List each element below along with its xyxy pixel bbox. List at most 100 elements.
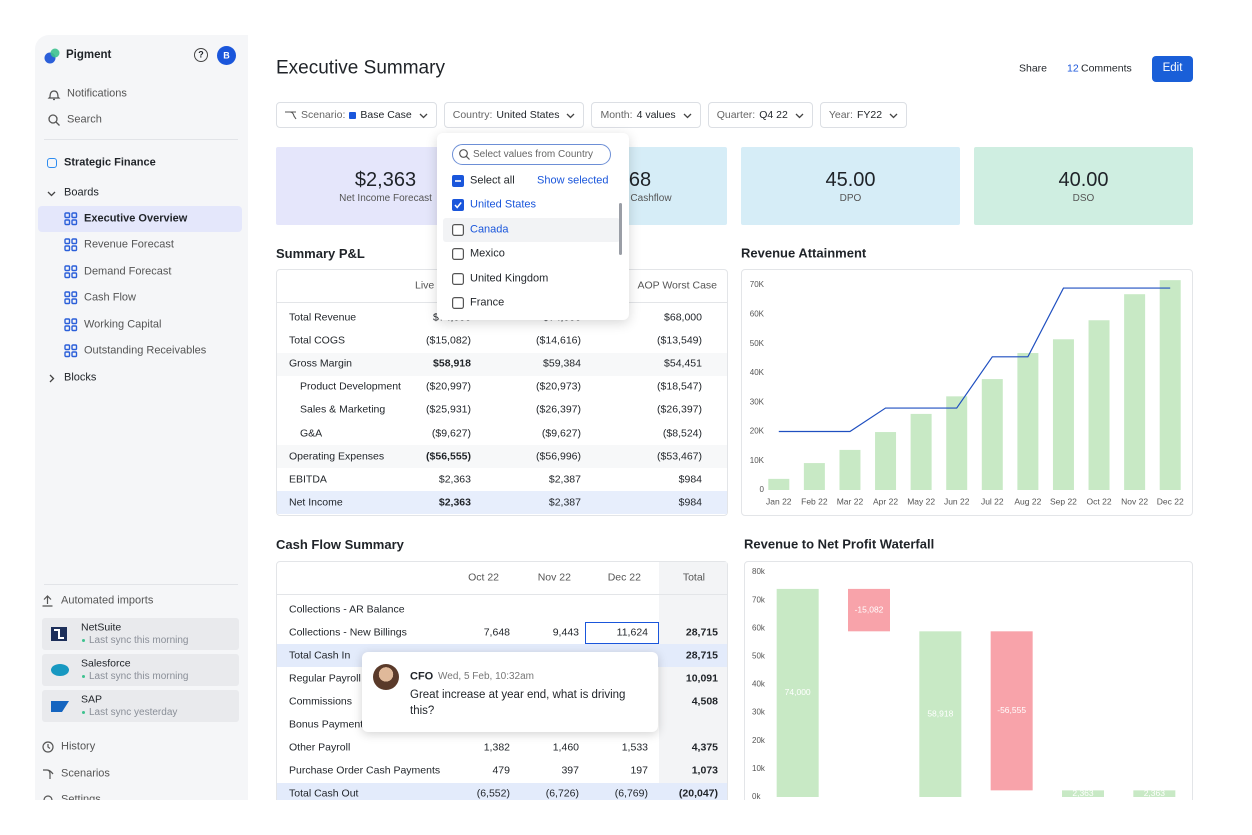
search-input[interactable] — [452, 144, 611, 165]
icon-part — [71, 265, 78, 271]
filter-value: United States — [496, 109, 560, 121]
comments-count[interactable]: 12 — [1067, 62, 1079, 75]
selected-cell[interactable] — [585, 621, 659, 644]
kpi-value: 68 — [628, 169, 652, 191]
option[interactable]: Mexico — [470, 247, 505, 260]
chevron — [49, 374, 55, 383]
kpi-label: DSO — [1072, 193, 1095, 204]
icon-part — [55, 121, 60, 126]
footer-item[interactable]: History — [61, 740, 96, 753]
icon-part — [64, 219, 71, 226]
filter[interactable]: Quarter: Q4 22 — [707, 102, 813, 128]
icon-part — [42, 741, 54, 753]
scenario-icon — [285, 111, 297, 120]
connector[interactable] — [42, 690, 239, 722]
status-dot — [82, 711, 85, 714]
imports-label: Automated imports — [61, 594, 154, 607]
edit-button[interactable] — [1152, 56, 1193, 82]
row-label: Regular Payroll — [289, 672, 361, 685]
help-icon — [194, 48, 208, 62]
icon-part — [64, 317, 71, 324]
connector-logo — [51, 627, 67, 641]
filter-label: Country: — [452, 109, 493, 121]
filter-bar: Scenario: Base Case Country: United States M… — [276, 102, 908, 128]
kpi-card — [741, 147, 960, 225]
row-label: Collections - New Billings — [289, 626, 407, 639]
scrollbar — [619, 203, 622, 255]
filter[interactable]: Scenario: Base Case — [276, 102, 437, 128]
row-label: G&A — [300, 427, 323, 440]
cell: 397 — [561, 764, 579, 777]
kpi-label: Cashflow — [630, 193, 672, 204]
avatar — [217, 46, 236, 65]
cell: (20,047) — [678, 788, 718, 800]
nav-icon — [47, 90, 61, 101]
comments[interactable]: Comments — [1081, 62, 1132, 75]
country-dropdown: Select values from Country Select all Show… — [437, 133, 629, 320]
cell: 4,508 — [691, 695, 718, 708]
footer-icon — [42, 741, 54, 753]
icon-part — [71, 272, 78, 278]
filter[interactable]: Year: FY22 — [819, 102, 908, 128]
cell: 28,715 — [685, 626, 718, 639]
select-all[interactable]: Select all — [470, 174, 515, 187]
row-label: Gross Margin — [289, 357, 353, 370]
board-item[interactable]: Outstanding Receivables — [84, 344, 207, 357]
board-item[interactable]: Demand Forecast — [84, 265, 172, 278]
icon-part — [452, 199, 464, 211]
help[interactable]: ? — [198, 49, 204, 60]
icon-part — [71, 324, 78, 331]
icon-part — [47, 744, 51, 749]
footer-item[interactable]: Scenarios — [61, 766, 110, 779]
section-title: Summary P&L — [276, 246, 365, 262]
filter[interactable]: Country: United States — [443, 102, 585, 128]
cell: 28,715 — [685, 649, 718, 662]
divider — [44, 139, 238, 140]
workspace-icon — [47, 158, 57, 168]
icon-part — [64, 272, 71, 278]
option[interactable]: Canada — [470, 223, 509, 235]
cell: $2,363 — [438, 496, 471, 509]
icon-part — [64, 351, 71, 358]
filter-value: Base Case — [360, 109, 412, 121]
option[interactable]: France — [470, 296, 505, 309]
show-selected[interactable]: Show selected — [537, 174, 609, 187]
board-item[interactable]: Cash Flow — [84, 291, 136, 304]
icon-part — [54, 629, 64, 639]
board-item[interactable]: Executive Overview — [84, 212, 188, 225]
row-label: Net Income — [289, 496, 343, 509]
workspace[interactable]: Strategic Finance — [64, 156, 156, 169]
cell: 4,375 — [691, 741, 718, 754]
board-item[interactable]: Working Capital — [84, 318, 162, 330]
header-line — [277, 594, 727, 595]
edit-label: Edit — [1162, 62, 1183, 75]
footer-icon — [43, 795, 53, 800]
kpi-label: Net Income Forecast — [339, 193, 432, 204]
footer-item[interactable]: Settings — [61, 793, 101, 800]
cell: 11,624 — [616, 626, 648, 639]
cell: 10,091 — [685, 672, 718, 685]
cell: 9,443 — [552, 626, 579, 639]
cell: ($26,397) — [536, 404, 581, 417]
nav-item[interactable]: Notifications — [67, 87, 127, 100]
icon-part — [452, 272, 465, 285]
chevron — [419, 113, 428, 118]
board-icon — [64, 265, 78, 278]
connector[interactable] — [42, 618, 239, 650]
section[interactable]: Blocks — [64, 371, 97, 384]
icon-part — [285, 111, 297, 120]
cell: ($18,547) — [657, 381, 702, 393]
board-item[interactable]: Revenue Forecast — [84, 238, 174, 251]
filter[interactable]: Month: 4 values — [591, 102, 701, 128]
comment-popup[interactable]: CFO Wed, 5 Feb, 10:32am Great increase at … — [362, 652, 658, 732]
section[interactable]: Boards — [64, 186, 99, 199]
icon-part — [64, 298, 71, 305]
avatar-initial[interactable]: B — [223, 50, 230, 61]
nav-item[interactable]: Search — [67, 113, 102, 126]
option[interactable]: United Kingdom — [470, 272, 549, 285]
share[interactable]: Share — [1019, 62, 1048, 75]
icon-part — [683, 113, 692, 118]
status-dot — [82, 675, 85, 678]
option[interactable]: United States — [470, 198, 537, 211]
connector[interactable] — [42, 654, 239, 686]
